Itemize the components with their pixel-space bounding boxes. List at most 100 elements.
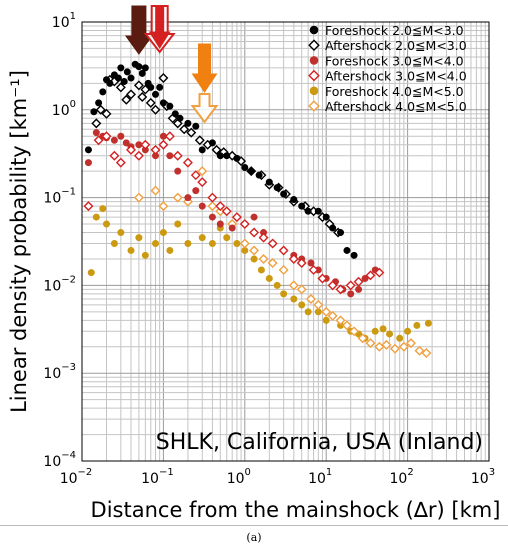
data-point <box>150 104 161 115</box>
data-point <box>249 227 260 238</box>
data-point <box>343 246 351 254</box>
data-point <box>166 152 174 160</box>
data-point <box>305 294 316 304</box>
data-point <box>117 229 125 237</box>
figure-caption: (a) <box>246 531 262 544</box>
data-point <box>341 320 352 331</box>
data-point <box>221 206 232 217</box>
data-point <box>184 119 192 127</box>
data-point <box>335 284 346 295</box>
data-point <box>84 146 92 154</box>
data-point <box>198 146 206 154</box>
arrow-group <box>124 5 219 124</box>
data-point <box>93 135 104 146</box>
data-point <box>231 212 242 223</box>
data-point <box>133 80 144 91</box>
data-point <box>349 326 360 337</box>
data-point <box>396 334 404 342</box>
data-point <box>296 257 307 268</box>
y-tick-labels: 10−4 10−3 10−2 10−1 100 101 <box>43 11 76 470</box>
data-point <box>267 257 278 268</box>
data-point <box>101 131 112 142</box>
data-point <box>308 69 320 82</box>
data-point <box>110 240 118 248</box>
data-point <box>127 74 135 82</box>
data-point <box>321 306 332 317</box>
data-point <box>135 234 143 242</box>
arrow-marker <box>148 5 171 49</box>
data-point <box>150 144 161 155</box>
y-tick-label: 10−2 <box>43 274 76 294</box>
data-point <box>90 108 98 116</box>
data-point <box>329 224 337 232</box>
data-point <box>241 164 249 172</box>
data-point <box>304 207 312 215</box>
data-point <box>228 224 236 232</box>
data-point <box>91 118 102 129</box>
data-point <box>239 238 250 249</box>
data-point <box>184 240 192 248</box>
data-point <box>138 69 146 77</box>
data-point <box>309 25 319 35</box>
data-point <box>190 170 201 181</box>
data-point <box>207 201 218 212</box>
data-point <box>158 201 169 212</box>
legend-item: Aftershock 3.0≦M<4.0 <box>308 69 467 84</box>
x-tick-label: 101 <box>308 467 332 487</box>
x-axis-label: Distance from the mainshock (∆r) [km] <box>91 498 501 522</box>
data-point <box>172 192 183 203</box>
data-point <box>322 213 330 221</box>
data-point <box>166 102 174 110</box>
series-group <box>84 60 358 259</box>
data-point <box>308 100 320 112</box>
caption-separator <box>0 525 508 526</box>
legend-label: Aftershock 2.0≦M<3.0 <box>325 38 467 53</box>
data-point <box>255 171 263 179</box>
data-point <box>215 206 226 217</box>
data-point <box>110 136 118 144</box>
data-point <box>156 83 164 91</box>
data-point <box>421 347 432 358</box>
data-point <box>174 220 182 228</box>
data-point <box>109 150 120 161</box>
data-point <box>322 316 330 324</box>
arrow-marker <box>191 43 218 93</box>
y-tick-label: 10−4 <box>43 450 76 470</box>
data-point <box>233 240 241 248</box>
data-point <box>258 232 269 243</box>
data-point <box>313 299 324 310</box>
data-point <box>280 190 288 198</box>
data-point <box>192 187 200 195</box>
data-point <box>298 202 306 210</box>
legend-label: Aftershock 3.0≦M<4.0 <box>325 69 467 84</box>
data-point <box>413 321 421 329</box>
legend-label: Foreshock 2.0≦M<3.0 <box>325 23 464 38</box>
data-point <box>424 319 432 327</box>
chart-svg: 10−2 10−1 100 101 102 103 10−4 10−3 10−2 10−1 100… <box>7 5 501 522</box>
data-point <box>307 259 315 267</box>
data-point <box>114 74 122 82</box>
data-point <box>314 207 322 215</box>
data-point <box>414 345 425 356</box>
data-point <box>347 290 355 298</box>
data-point <box>257 266 265 274</box>
data-point <box>115 157 126 168</box>
data-point <box>133 192 144 203</box>
data-point <box>152 240 160 248</box>
data-point <box>404 327 412 335</box>
data-point <box>239 219 250 230</box>
data-point <box>166 246 174 254</box>
data-point <box>122 139 130 147</box>
y-tick-label: 101 <box>52 11 76 31</box>
data-point <box>120 78 128 86</box>
data-point <box>335 315 346 326</box>
data-point <box>350 251 358 259</box>
data-marks <box>83 60 432 358</box>
data-point <box>179 124 190 135</box>
data-point <box>152 90 160 98</box>
data-point <box>265 274 273 282</box>
data-point <box>137 91 148 102</box>
data-point <box>357 333 368 344</box>
data-point <box>353 276 364 287</box>
data-point <box>135 63 143 71</box>
